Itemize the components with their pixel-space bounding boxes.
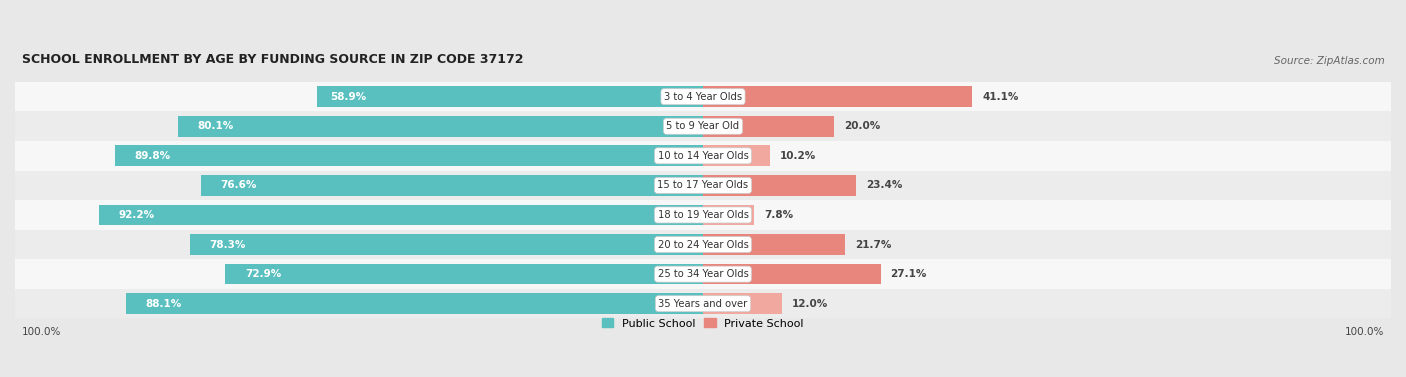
Bar [703, 205, 754, 225]
Text: 23.4%: 23.4% [866, 181, 903, 190]
Text: 78.3%: 78.3% [209, 239, 246, 250]
Text: 15 to 17 Year Olds: 15 to 17 Year Olds [658, 181, 748, 190]
Text: 88.1%: 88.1% [145, 299, 181, 309]
Text: 41.1%: 41.1% [983, 92, 1018, 102]
Text: 72.9%: 72.9% [245, 269, 281, 279]
Text: 12.0%: 12.0% [792, 299, 828, 309]
Text: 7.8%: 7.8% [763, 210, 793, 220]
FancyBboxPatch shape [15, 200, 1391, 230]
Text: 100.0%: 100.0% [21, 327, 60, 337]
Text: 92.2%: 92.2% [118, 210, 155, 220]
Text: 18 to 19 Year Olds: 18 to 19 Year Olds [658, 210, 748, 220]
Bar [190, 234, 703, 255]
Text: 58.9%: 58.9% [330, 92, 367, 102]
FancyBboxPatch shape [15, 112, 1391, 141]
FancyBboxPatch shape [15, 289, 1391, 319]
Bar [703, 86, 973, 107]
Text: 5 to 9 Year Old: 5 to 9 Year Old [666, 121, 740, 131]
Bar [703, 116, 834, 136]
Text: SCHOOL ENROLLMENT BY AGE BY FUNDING SOURCE IN ZIP CODE 37172: SCHOOL ENROLLMENT BY AGE BY FUNDING SOUR… [21, 53, 523, 66]
Bar [98, 205, 703, 225]
FancyBboxPatch shape [15, 259, 1391, 289]
Bar [179, 116, 703, 136]
Text: 25 to 34 Year Olds: 25 to 34 Year Olds [658, 269, 748, 279]
Text: 10 to 14 Year Olds: 10 to 14 Year Olds [658, 151, 748, 161]
Bar [125, 293, 703, 314]
Text: 27.1%: 27.1% [890, 269, 927, 279]
FancyBboxPatch shape [15, 230, 1391, 259]
Legend: Public School, Private School: Public School, Private School [599, 315, 807, 332]
Text: 80.1%: 80.1% [198, 121, 233, 131]
Bar [115, 146, 703, 166]
Bar [225, 264, 703, 285]
Bar [703, 293, 782, 314]
Bar [201, 175, 703, 196]
Text: 10.2%: 10.2% [780, 151, 815, 161]
Text: 3 to 4 Year Olds: 3 to 4 Year Olds [664, 92, 742, 102]
Bar [703, 146, 770, 166]
Text: 100.0%: 100.0% [1346, 327, 1385, 337]
Text: 20 to 24 Year Olds: 20 to 24 Year Olds [658, 239, 748, 250]
Text: Source: ZipAtlas.com: Source: ZipAtlas.com [1274, 56, 1385, 66]
Text: 89.8%: 89.8% [134, 151, 170, 161]
Bar [318, 86, 703, 107]
Bar [703, 264, 880, 285]
Text: 35 Years and over: 35 Years and over [658, 299, 748, 309]
FancyBboxPatch shape [15, 171, 1391, 200]
Bar [703, 234, 845, 255]
Text: 76.6%: 76.6% [221, 181, 257, 190]
Text: 20.0%: 20.0% [844, 121, 880, 131]
Text: 21.7%: 21.7% [855, 239, 891, 250]
FancyBboxPatch shape [15, 141, 1391, 171]
FancyBboxPatch shape [15, 82, 1391, 112]
Bar [703, 175, 856, 196]
